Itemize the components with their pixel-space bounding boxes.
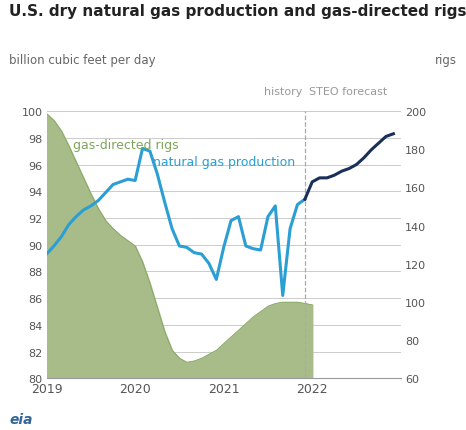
Text: eia: eia (9, 412, 33, 426)
Text: gas-directed rigs: gas-directed rigs (73, 138, 179, 152)
Text: U.S. dry natural gas production and gas-directed rigs: U.S. dry natural gas production and gas-… (9, 4, 466, 19)
Text: rigs: rigs (435, 54, 457, 67)
Text: history: history (264, 87, 302, 97)
Text: STEO forecast: STEO forecast (308, 87, 387, 97)
Text: natural gas production: natural gas production (153, 156, 295, 169)
Text: billion cubic feet per day: billion cubic feet per day (9, 54, 156, 67)
